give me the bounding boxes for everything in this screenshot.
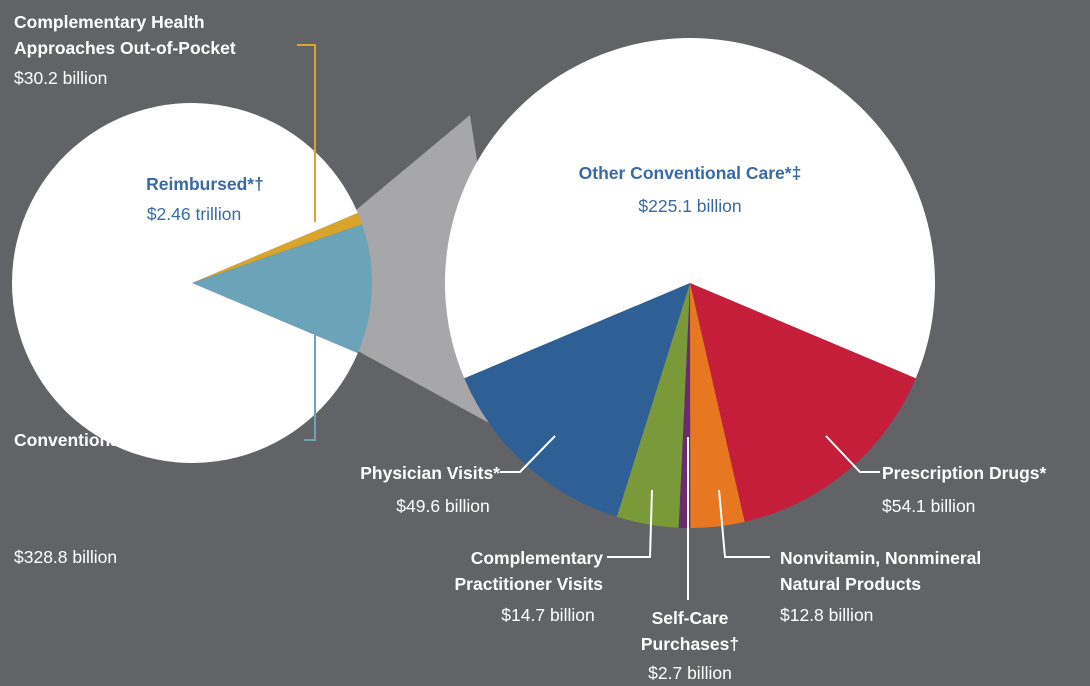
value-label: $12.8 billion	[780, 605, 874, 625]
leader-line	[607, 489, 653, 558]
leader-line	[304, 335, 316, 441]
pie-slice	[192, 212, 363, 283]
slice-label: Complementary Practitioner Visits	[454, 548, 604, 594]
slice-label: Other Conventional Care*‡	[578, 163, 802, 183]
slice-label: Complementary Health Approaches Out-of-P…	[14, 12, 236, 58]
slice-label: Nonvitamin, Nonmineral Natural Products	[780, 548, 982, 594]
leader-line	[297, 44, 316, 222]
pies	[12, 37, 935, 528]
slice-label: Reimbursed*†	[146, 174, 264, 194]
value-label: $2.46 trillion	[146, 204, 242, 224]
slice-label: Physician Visits*	[360, 463, 500, 483]
pie-slice	[192, 224, 372, 354]
value-label: $225.1 billion	[638, 196, 742, 216]
pie-slice	[690, 283, 745, 528]
leader-line	[825, 435, 880, 473]
value-label: $14.7 billion	[501, 605, 595, 625]
leader-line	[500, 435, 556, 473]
value-label: $328.8 billion	[14, 547, 118, 567]
pie-slice	[464, 283, 690, 517]
value-label: $54.1 billion	[882, 496, 976, 516]
slice-label: Conventional Out-of-Pocket*	[14, 430, 253, 450]
value-label: $49.6 billion	[396, 496, 490, 516]
value-label: $30.2 billion	[14, 68, 108, 88]
pie-slice	[12, 103, 358, 463]
slice-label: Self-Care Purchases†	[640, 608, 740, 654]
pie-slice	[616, 283, 690, 528]
pie-slice	[444, 37, 935, 379]
pie-slice	[690, 283, 916, 522]
slice-label: Prescription Drugs*	[882, 463, 1047, 483]
leader-line	[718, 489, 770, 558]
value-label: $2.7 billion	[648, 663, 732, 683]
